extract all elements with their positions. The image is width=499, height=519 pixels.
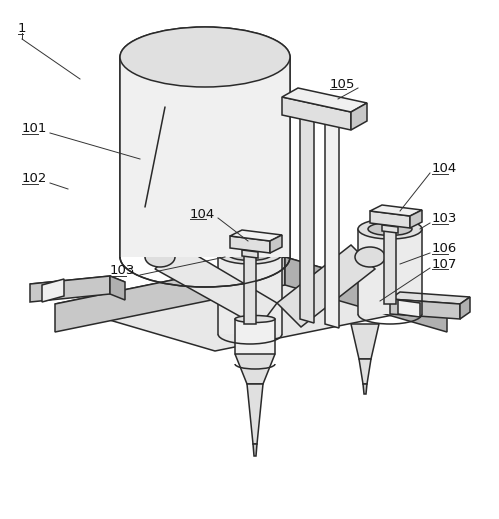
Polygon shape [30,276,110,302]
Polygon shape [460,297,470,319]
Ellipse shape [358,219,422,239]
Polygon shape [351,103,367,130]
Text: 103: 103 [110,265,135,278]
Polygon shape [300,99,339,108]
Polygon shape [370,211,410,228]
Polygon shape [384,231,396,304]
Polygon shape [325,104,339,328]
Text: 101: 101 [22,122,47,135]
Ellipse shape [228,248,272,261]
Polygon shape [55,257,285,332]
Polygon shape [42,279,64,302]
Text: 1: 1 [18,22,26,35]
Polygon shape [285,257,447,332]
Polygon shape [370,205,422,216]
Polygon shape [358,229,422,314]
Ellipse shape [145,247,175,267]
Text: 107: 107 [432,257,458,270]
Polygon shape [300,99,314,323]
Polygon shape [155,245,277,327]
Polygon shape [270,235,282,253]
Polygon shape [235,319,275,354]
Ellipse shape [120,27,290,87]
Ellipse shape [355,247,385,267]
Polygon shape [390,292,470,304]
Polygon shape [110,276,125,300]
Ellipse shape [368,223,412,236]
Text: 106: 106 [432,242,457,255]
Polygon shape [120,57,290,257]
Text: 103: 103 [432,212,458,225]
Polygon shape [247,384,263,444]
Text: 104: 104 [432,162,457,175]
Polygon shape [55,257,447,351]
Polygon shape [410,210,422,228]
Polygon shape [30,276,125,290]
Polygon shape [363,384,367,394]
Polygon shape [244,256,256,324]
Polygon shape [282,88,367,112]
Polygon shape [218,254,282,334]
Polygon shape [120,57,290,257]
Ellipse shape [235,316,275,322]
Polygon shape [253,444,257,456]
Polygon shape [359,359,371,384]
Polygon shape [390,299,460,319]
Polygon shape [398,300,420,317]
Text: 105: 105 [330,77,355,90]
Text: 104: 104 [190,208,215,221]
Polygon shape [382,225,398,233]
Polygon shape [230,236,270,253]
Polygon shape [351,324,379,359]
Text: 102: 102 [22,172,47,185]
Polygon shape [230,230,282,241]
Ellipse shape [120,27,290,87]
Polygon shape [282,97,351,130]
Polygon shape [242,250,258,258]
Polygon shape [235,354,275,384]
Ellipse shape [218,244,282,264]
Polygon shape [277,245,375,327]
